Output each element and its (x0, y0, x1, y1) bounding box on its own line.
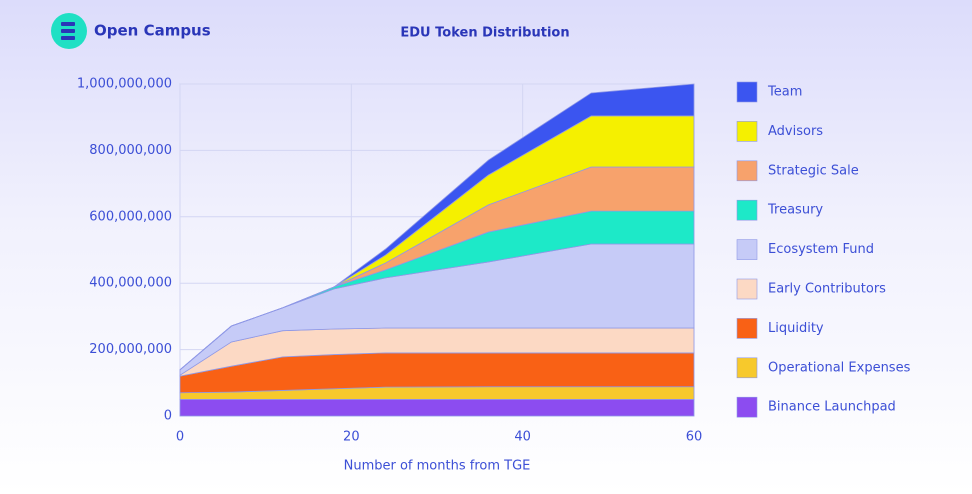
brand: Open Campus (94, 22, 211, 40)
y-tick-label: 400,000,000 (89, 276, 172, 291)
legend-label: Ecosystem Fund (768, 242, 874, 257)
x-tick-label: 20 (343, 430, 360, 445)
legend-label: Binance Launchpad (768, 400, 896, 415)
legend-label: Treasury (767, 203, 823, 218)
legend-label: Team (767, 85, 802, 100)
y-tick-label: 0 (164, 409, 172, 424)
legend-swatch (736, 396, 758, 418)
legend-swatch (736, 121, 758, 142)
legend-swatch (736, 239, 758, 260)
y-tick-label: 1,000,000,000 (77, 77, 172, 92)
legend-swatch (736, 199, 758, 221)
y-tick-label: 600,000,000 (89, 209, 172, 224)
chart-title: EDU Token Distribution (400, 26, 569, 41)
legend-label: Strategic Sale (768, 163, 859, 178)
y-tick-label: 800,000,000 (89, 143, 172, 158)
logo-bar (61, 36, 75, 40)
x-tick-label: 0 (176, 430, 184, 445)
legend-swatch (736, 278, 758, 300)
legend-label: Early Contributors (768, 282, 886, 297)
x-tick-label: 40 (514, 430, 531, 445)
x-axis-label: Number of months from TGE (344, 459, 531, 474)
y-tick-label: 200,000,000 (89, 342, 172, 357)
logo-bar (61, 22, 75, 26)
x-tick-label: 60 (686, 430, 703, 445)
legend-label: Advisors (768, 124, 823, 139)
area (179, 399, 695, 417)
legend-swatch (736, 357, 758, 379)
legend-swatch (736, 160, 758, 182)
legend-label: Liquidity (768, 321, 824, 336)
legend-swatch (736, 81, 758, 103)
area (179, 83, 695, 371)
logo-bar (61, 29, 75, 33)
legend-label: Operational Expenses (768, 360, 911, 375)
legend-swatch (736, 318, 758, 339)
